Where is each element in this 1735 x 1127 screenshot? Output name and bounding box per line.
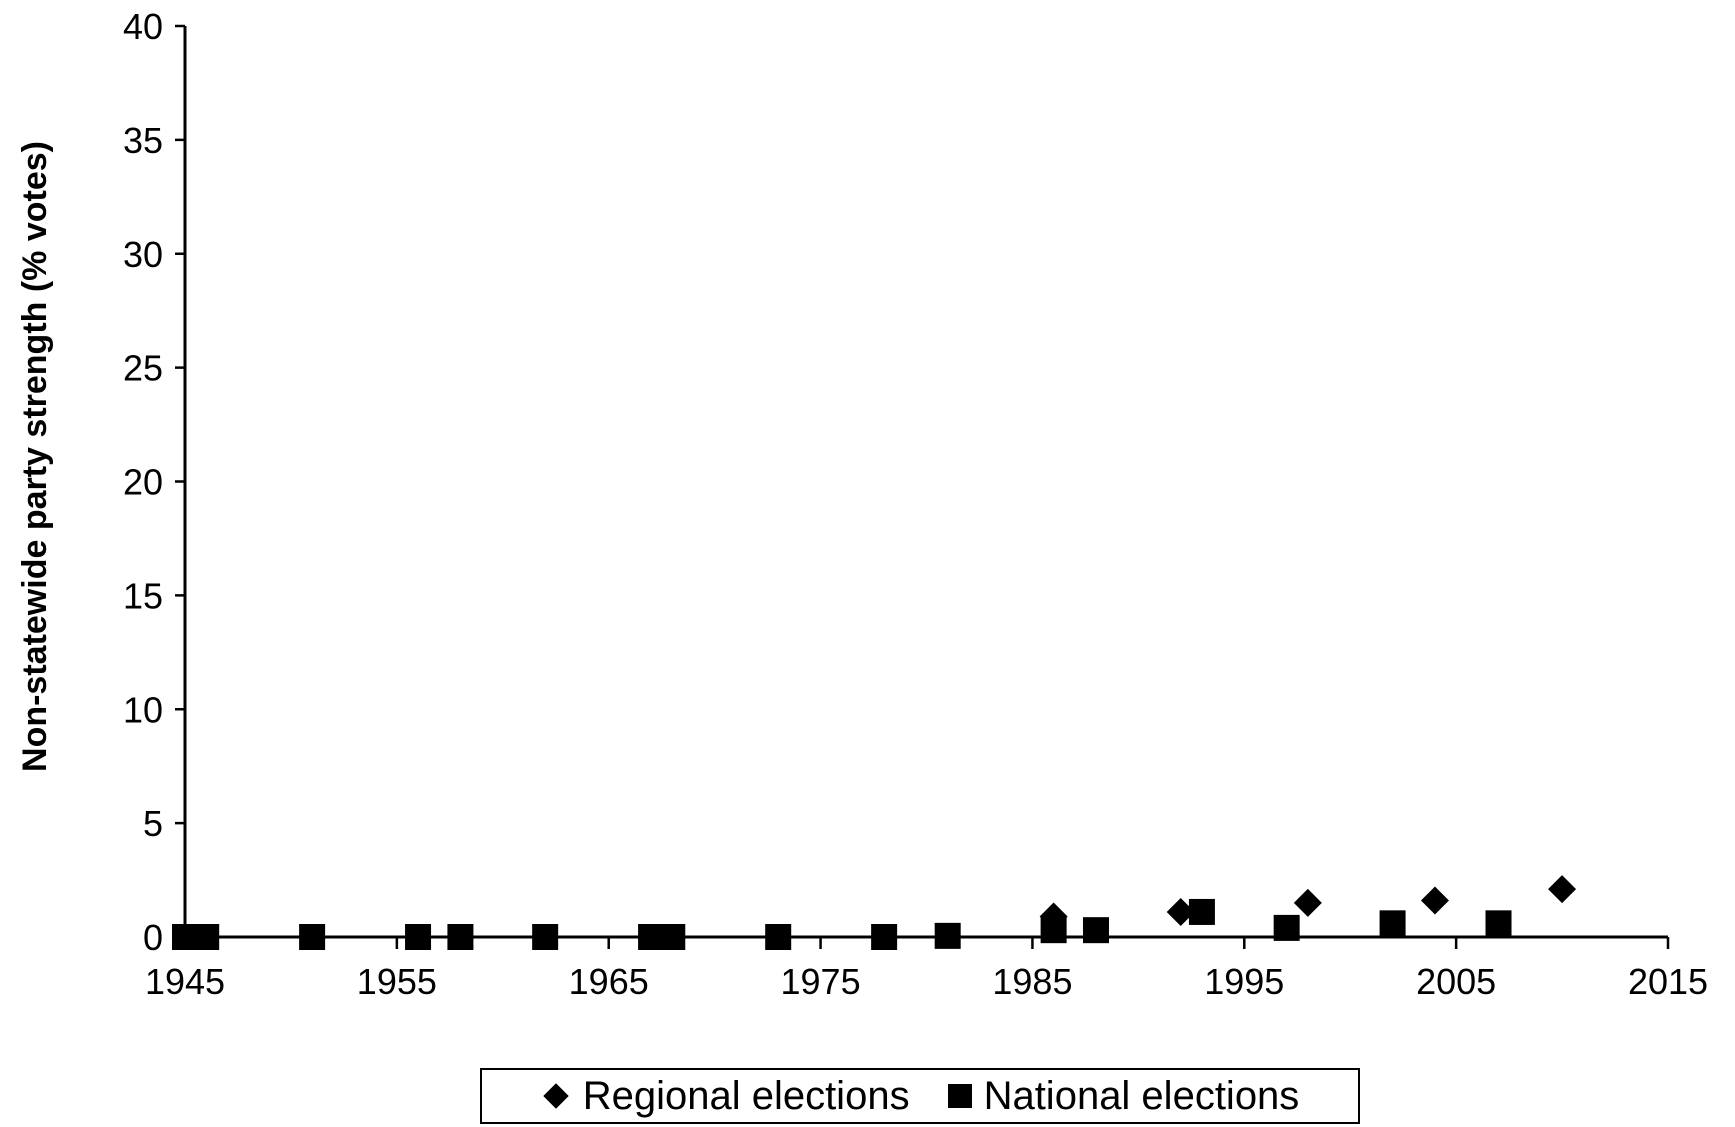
national-election-point — [1485, 910, 1512, 937]
x-tick-label: 1965 — [569, 961, 649, 1002]
regional-election-point — [1548, 875, 1577, 904]
regional-election-point — [1166, 897, 1195, 926]
national-election-point — [447, 924, 474, 950]
national-election-point — [1379, 910, 1406, 937]
y-tick-label: 5 — [143, 803, 163, 844]
national-election-point — [193, 924, 220, 950]
y-tick-label: 30 — [123, 234, 163, 275]
national-election-point — [532, 924, 559, 950]
x-tick-label: 1975 — [781, 961, 861, 1002]
y-tick-label: 10 — [123, 689, 163, 730]
y-axis-title: Non-statewide party strength (% votes) — [16, 141, 54, 772]
x-tick-label: 1955 — [357, 961, 437, 1002]
legend-label-regional: Regional elections — [582, 1073, 910, 1118]
national-election-point — [1273, 914, 1300, 941]
x-tick-label: 2015 — [1628, 961, 1708, 1002]
legend-item-national: National elections — [947, 1073, 1300, 1119]
national-election-point — [299, 924, 326, 950]
national-election-point — [405, 924, 432, 950]
legend: Regional elections National elections — [480, 1068, 1360, 1124]
square-marker-icon — [947, 1084, 972, 1108]
y-tick-label: 35 — [123, 120, 163, 161]
regional-election-point — [1420, 886, 1449, 915]
national-election-point — [934, 922, 961, 949]
national-election-point — [659, 924, 686, 950]
national-election-point — [765, 924, 792, 950]
diamond-marker-icon — [542, 1083, 569, 1109]
national-election-point — [1040, 917, 1067, 944]
national-election-point — [1188, 898, 1215, 925]
y-tick-label: 0 — [143, 917, 163, 958]
regional-election-point — [1293, 888, 1322, 917]
x-tick-label: 2005 — [1416, 961, 1496, 1002]
y-tick-label: 25 — [123, 348, 163, 389]
legend-item-regional: Regional elections — [541, 1074, 910, 1119]
y-tick-label: 40 — [123, 6, 163, 47]
legend-label-national: National elections — [983, 1073, 1300, 1118]
x-tick-label: 1945 — [145, 961, 225, 1002]
x-tick-label: 1995 — [1204, 961, 1284, 1002]
y-tick-label: 20 — [123, 462, 163, 503]
national-election-point — [1082, 917, 1109, 944]
y-tick-label: 15 — [123, 575, 163, 616]
x-tick-label: 1985 — [992, 961, 1072, 1002]
national-election-point — [871, 924, 898, 950]
